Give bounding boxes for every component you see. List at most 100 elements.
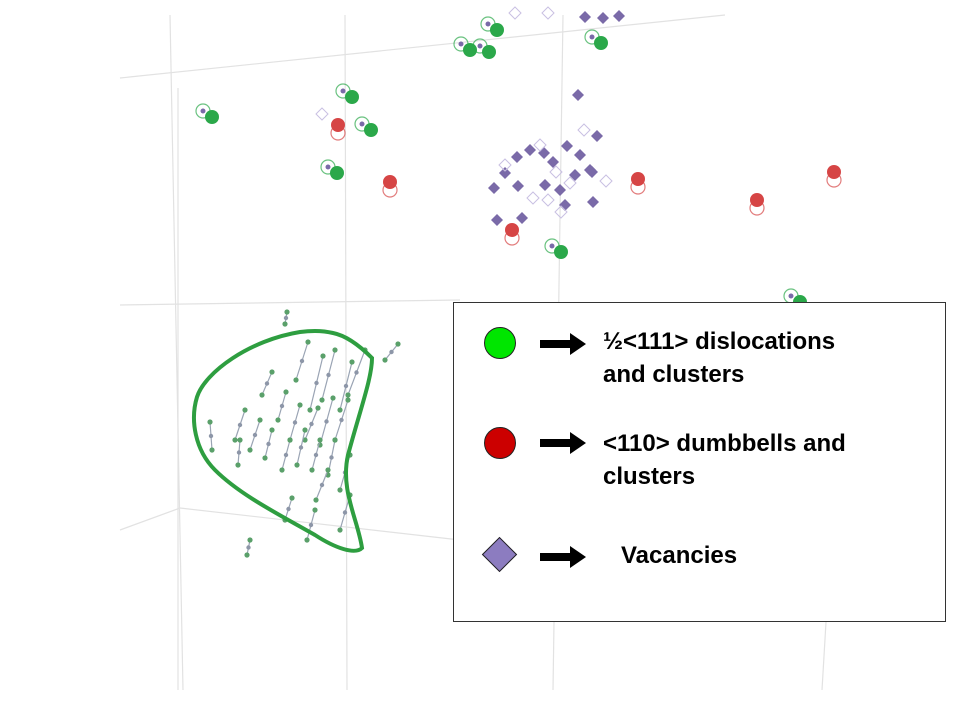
- dumbbell-110-marker: [331, 118, 345, 132]
- dumbbell-110-marker: [827, 165, 841, 179]
- legend-label-vacancies: Vacancies: [621, 542, 738, 569]
- atom-dot: [324, 419, 329, 424]
- atom-dot: [337, 407, 343, 413]
- atom-dot: [269, 427, 275, 433]
- atom-dot: [208, 433, 214, 439]
- vacancy-point: [788, 293, 794, 299]
- red-circle-icon: [484, 427, 516, 459]
- atom-dot: [252, 432, 258, 438]
- atom-dot: [286, 506, 291, 512]
- atom-dot: [275, 417, 281, 423]
- atom-dot: [302, 437, 308, 443]
- vacancy-point: [359, 121, 365, 127]
- grid-line: [169, 14, 184, 691]
- legend-label-sia-111: ½<111> dislocations and clusters: [603, 328, 836, 388]
- vacancy-marker: [561, 140, 573, 152]
- atom-dot: [247, 447, 253, 453]
- vacancy-point: [589, 34, 595, 40]
- vacancy-marker: [569, 169, 581, 181]
- vacancy-ghost: [599, 174, 613, 188]
- vacancy-marker: [572, 89, 584, 101]
- vacancy-ghost: [554, 205, 568, 219]
- atom-dot: [312, 507, 318, 513]
- dumbbell-110-marker: [631, 172, 645, 186]
- defect-markers: [195, 6, 842, 309]
- legend-label-dumbbell-110: <110> dumbbells and clusters: [603, 430, 846, 490]
- atom-dot: [308, 522, 314, 528]
- atom-dot: [232, 437, 238, 443]
- atom-dot: [314, 380, 319, 386]
- grid-line: [179, 507, 461, 541]
- atom-dot: [289, 495, 295, 501]
- atom-dot: [235, 462, 241, 468]
- vacancy-marker: [499, 167, 511, 179]
- vacancy-marker: [554, 184, 566, 196]
- grid-line: [119, 14, 726, 79]
- atom-dot: [349, 359, 355, 365]
- vacancy-ghost: [508, 6, 522, 20]
- vacancy-marker: [511, 151, 523, 163]
- atom-dot: [242, 407, 248, 413]
- atom-dot: [305, 339, 311, 345]
- crowdion-chain-cluster: [207, 309, 401, 558]
- grid-line: [344, 14, 348, 691]
- atom-dot: [298, 445, 304, 450]
- right-arrow-icon: [540, 333, 586, 355]
- vacancy-point: [485, 21, 491, 27]
- atom-dot: [237, 422, 243, 428]
- right-arrow-icon: [540, 546, 586, 568]
- legend-item-sia-111: ½<111> dislocations and clusters: [454, 325, 945, 395]
- vacancy-point: [325, 164, 331, 170]
- purple-diamond-icon: [481, 536, 518, 573]
- vacancy-marker: [538, 147, 550, 159]
- atom-dot: [209, 447, 215, 453]
- sia-111-marker: [345, 90, 359, 104]
- atom-dot: [330, 395, 336, 401]
- vacancy-marker: [539, 179, 551, 191]
- atom-dot: [319, 397, 325, 403]
- vacancy-point: [200, 108, 206, 114]
- atom-dot: [325, 467, 331, 473]
- vacancy-point: [340, 88, 346, 94]
- legend-box: ½<111> dislocations and clusters <110> d…: [453, 302, 946, 622]
- atom-dot: [279, 467, 285, 473]
- vacancy-ghost: [498, 158, 512, 172]
- vacancy-marker: [547, 156, 559, 168]
- atom-dot: [317, 437, 323, 443]
- atom-dot: [246, 545, 251, 550]
- grid-line: [119, 299, 461, 306]
- atom-dot: [283, 389, 289, 395]
- atom-dot: [294, 462, 300, 468]
- atom-dot: [309, 467, 315, 473]
- atom-dot: [262, 455, 268, 461]
- atom-dot: [264, 381, 270, 386]
- highlighted-region-outline: [192, 328, 375, 553]
- atom-dot: [266, 441, 271, 447]
- vacancy-ghost: [541, 193, 555, 207]
- vacancy-ghost: [541, 6, 555, 20]
- vacancy-point: [477, 43, 483, 49]
- atom-dot: [237, 437, 243, 443]
- dumbbell-110-marker: [505, 223, 519, 237]
- atom-dot: [326, 372, 331, 378]
- vacancy-marker: [559, 199, 571, 211]
- legend-item-dumbbell-110: <110> dumbbells and clusters: [454, 427, 945, 497]
- vacancy-marker: [488, 182, 500, 194]
- atom-dot: [287, 437, 293, 443]
- right-arrow-icon: [540, 432, 586, 454]
- green-circle-icon: [484, 327, 516, 359]
- atom-dot: [342, 510, 348, 515]
- atom-dot: [332, 437, 338, 443]
- vacancy-marker: [591, 130, 603, 142]
- vacancy-ghost: [533, 138, 547, 152]
- vacancy-ghost: [549, 165, 563, 179]
- atom-dot: [236, 450, 242, 455]
- atom-dot: [337, 487, 343, 493]
- vacancy-marker: [516, 212, 528, 224]
- atom-dot: [309, 421, 314, 427]
- vacancy-marker: [524, 144, 536, 156]
- sia-111-marker: [205, 110, 219, 124]
- dumbbell-110-marker: [750, 193, 764, 207]
- atom-dot: [339, 417, 344, 423]
- vacancy-marker: [512, 180, 524, 192]
